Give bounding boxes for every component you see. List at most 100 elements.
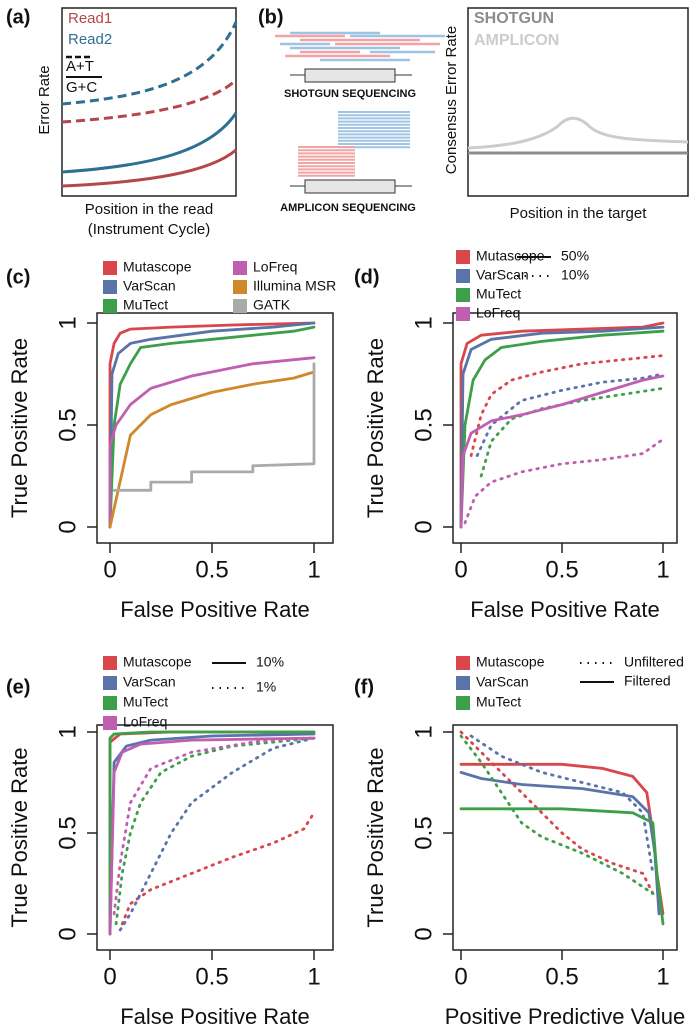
- legend-label: SHOTGUN: [474, 10, 554, 27]
- y-tick-label: 1: [54, 316, 81, 329]
- y-axis-label: True Positive Rate: [7, 747, 32, 927]
- legend-label: LoFreq: [123, 714, 167, 730]
- legend-label: Mutascope: [476, 248, 545, 264]
- data-line: [108, 730, 316, 936]
- y-tick-label: 0.5: [54, 816, 81, 849]
- schematic-curve: [61, 148, 237, 188]
- legend-label: 1%: [256, 679, 276, 695]
- x-axis-label: (Instrument Cycle): [88, 221, 211, 238]
- legend-label: Mutascope: [123, 259, 192, 275]
- data-line: [118, 736, 316, 932]
- plot-box: [452, 724, 678, 951]
- x-tick-label: 1: [656, 963, 669, 990]
- schematic-curve: [61, 78, 238, 124]
- legend-label: A+T: [66, 58, 94, 75]
- x-axis-label: Position in the read: [85, 201, 213, 218]
- data-line: [108, 321, 316, 529]
- x-axis-label: False Positive Rate: [120, 597, 310, 622]
- legend-label: AMPLICON: [474, 32, 559, 49]
- y-tick-label: 0: [410, 927, 437, 940]
- legend-label: MuTect: [476, 694, 521, 710]
- data-line: [469, 354, 665, 457]
- legend-label: MuTect: [123, 297, 168, 313]
- reads: [275, 31, 445, 177]
- legend-swatch: [233, 280, 247, 294]
- x-tick-label: 1: [307, 556, 320, 583]
- x-axis-label: Positive Predictive Value: [445, 1004, 686, 1029]
- legend-label: Illumina MSR: [253, 278, 336, 294]
- legend-swatch: [456, 269, 470, 283]
- legend-swatch: [103, 676, 117, 690]
- plot-box: [96, 724, 334, 951]
- legend-label: Mutascope: [476, 654, 545, 670]
- y-tick-label: 0.5: [410, 408, 437, 441]
- data-line: [475, 372, 665, 457]
- data-line: [108, 730, 316, 936]
- data-line: [108, 321, 316, 529]
- legend-label: LoFreq: [253, 259, 297, 275]
- data-line: [459, 325, 665, 529]
- x-tick-label: 0.5: [195, 963, 228, 990]
- legend-swatch: [456, 288, 470, 302]
- legend-label: LoFreq: [476, 305, 520, 321]
- y-tick-label: 0.5: [410, 816, 437, 849]
- panel-label: (b): [258, 6, 284, 28]
- data-line: [459, 734, 655, 895]
- y-axis-label: True Positive Rate: [7, 338, 32, 518]
- legend-label: 10%: [256, 654, 284, 670]
- data-line: [114, 736, 316, 926]
- legend-label: 50%: [561, 248, 589, 264]
- plot-box: [61, 7, 237, 197]
- x-axis-label: False Positive Rate: [120, 1004, 310, 1029]
- data-line: [459, 321, 665, 529]
- legend-label: MuTect: [123, 694, 168, 710]
- legend-label: VarScan: [123, 674, 176, 690]
- annotation: SHOTGUN SEQUENCING: [284, 88, 416, 100]
- legend-label: 10%: [561, 267, 589, 283]
- legend-swatch: [233, 261, 247, 275]
- x-tick-label: 1: [307, 963, 320, 990]
- legend-label: Read2: [68, 31, 112, 48]
- legend-swatch: [103, 696, 117, 710]
- panel-label: (f): [354, 676, 374, 698]
- x-axis-label: False Positive Rate: [470, 597, 660, 622]
- data-line: [469, 734, 655, 875]
- panel-label: (c): [6, 266, 30, 288]
- data-line: [459, 730, 655, 895]
- x-tick-label: 0: [454, 963, 467, 990]
- legend-swatch: [456, 656, 470, 670]
- legend-label: Filtered: [624, 673, 671, 689]
- data-line: [120, 811, 316, 926]
- x-tick-label: 0: [454, 556, 467, 583]
- legend-label: VarScan: [476, 674, 529, 690]
- legend-swatch: [456, 676, 470, 690]
- y-tick-label: 0: [54, 927, 81, 940]
- x-tick-label: 0.5: [545, 963, 578, 990]
- legend-swatch: [103, 280, 117, 294]
- data-line: [108, 736, 316, 936]
- y-tick-label: 0.5: [54, 408, 81, 441]
- plot-box: [452, 312, 678, 544]
- data-line: [112, 736, 316, 916]
- panel-label: (d): [354, 266, 380, 288]
- plot-box: [467, 7, 689, 197]
- legend-swatch: [103, 299, 117, 313]
- y-tick-label: 0: [410, 520, 437, 533]
- data-line: [108, 325, 316, 529]
- y-axis-label: True Positive Rate: [363, 338, 388, 518]
- y-tick-label: 1: [410, 316, 437, 329]
- legend-label: Mutascope: [123, 654, 192, 670]
- legend-label: VarScan: [123, 278, 176, 294]
- data-line: [108, 370, 316, 529]
- gene-box: [304, 179, 396, 194]
- x-tick-label: 0: [103, 963, 116, 990]
- data-line: [459, 329, 665, 529]
- annotation: AMPLICON SEQUENCING: [280, 202, 416, 214]
- schematic-curve: [467, 116, 689, 150]
- y-tick-label: 1: [410, 725, 437, 738]
- data-line: [459, 374, 665, 529]
- x-tick-label: 0.5: [545, 556, 578, 583]
- y-tick-label: 0: [54, 520, 81, 533]
- legend-swatch: [233, 299, 247, 313]
